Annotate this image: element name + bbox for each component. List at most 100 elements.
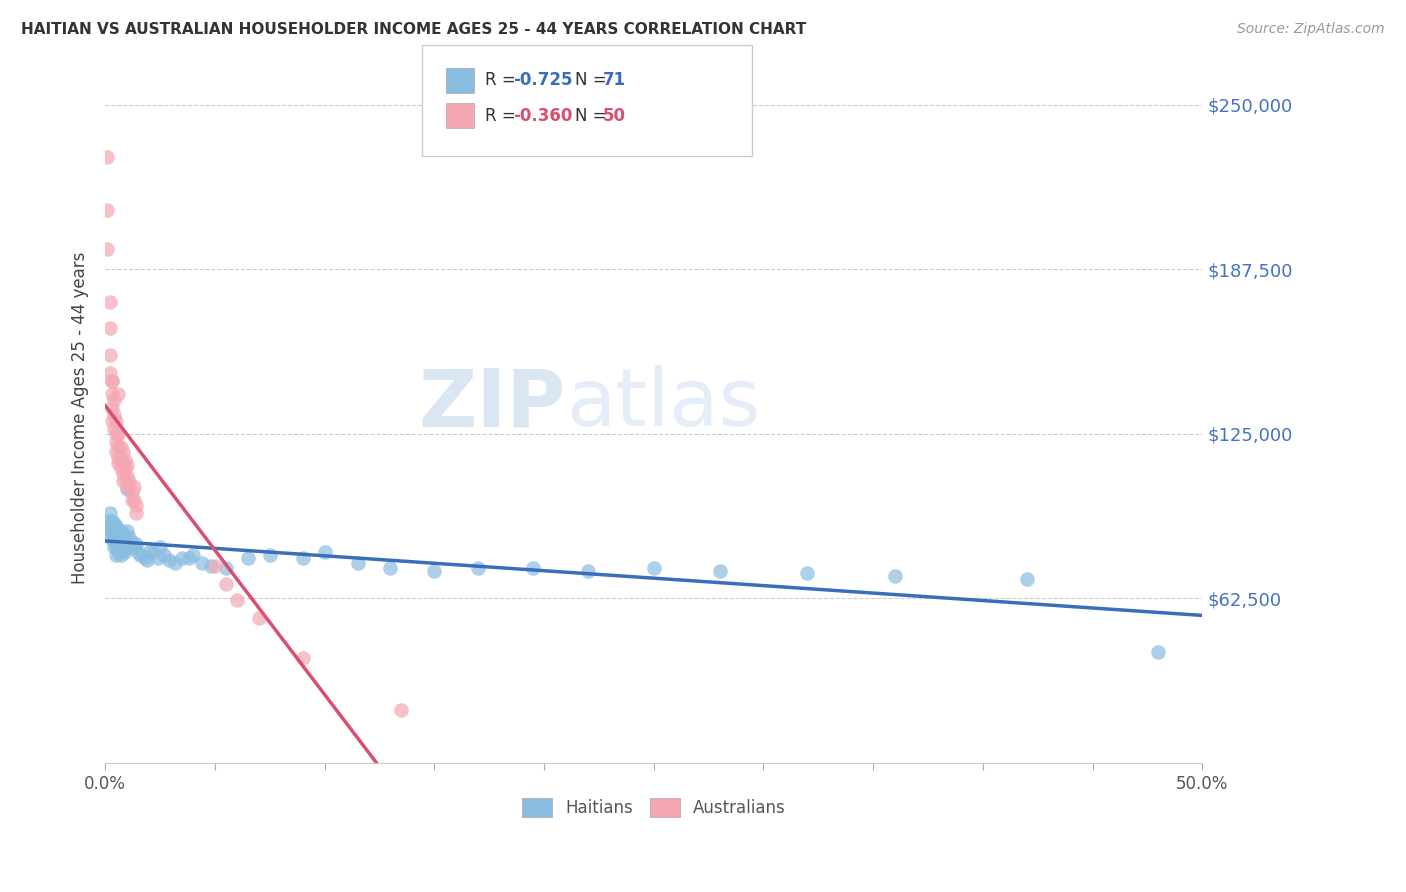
Point (101, 524, 124, 539)
Point (114, 453, 136, 467)
Point (101, 533, 124, 547)
Point (314, 545, 336, 559)
Point (98, 506, 121, 520)
Text: -0.360: -0.360 (513, 107, 572, 125)
Point (111, 475, 134, 489)
Point (115, 458, 138, 473)
Point (96, 202, 118, 217)
Point (423, 564, 446, 578)
Point (181, 548, 204, 562)
Point (107, 530, 129, 544)
Point (105, 527, 128, 541)
Point (115, 482, 138, 496)
Point (110, 548, 132, 562)
Point (110, 440, 132, 454)
Point (165, 556, 187, 570)
Text: N =: N = (575, 71, 612, 89)
Point (114, 545, 136, 559)
Point (110, 540, 132, 554)
Point (170, 550, 193, 565)
Point (103, 516, 125, 531)
Point (122, 479, 145, 493)
Point (115, 479, 138, 493)
Point (96, 150, 118, 164)
Point (105, 414, 128, 428)
Point (118, 530, 141, 544)
Point (346, 556, 368, 570)
Point (1015, 572, 1038, 586)
Point (107, 537, 129, 551)
Text: N =: N = (575, 107, 612, 125)
Point (225, 592, 247, 607)
Point (389, 703, 412, 717)
Point (115, 524, 138, 539)
Point (111, 527, 134, 541)
Text: 50: 50 (603, 107, 626, 125)
Point (105, 540, 128, 554)
Point (98, 519, 121, 533)
Point (107, 450, 129, 465)
Point (114, 472, 136, 486)
Point (121, 534, 143, 549)
Text: HAITIAN VS AUSTRALIAN HOUSEHOLDER INCOME AGES 25 - 44 YEARS CORRELATION CHART: HAITIAN VS AUSTRALIAN HOUSEHOLDER INCOME… (21, 22, 806, 37)
Point (142, 545, 165, 559)
Point (134, 550, 156, 565)
Text: R =: R = (485, 71, 522, 89)
Point (101, 414, 124, 428)
Point (111, 467, 134, 481)
Point (105, 445, 128, 459)
Point (236, 550, 259, 565)
Text: Source: ZipAtlas.com: Source: ZipAtlas.com (1237, 22, 1385, 37)
Point (105, 548, 128, 562)
Point (177, 550, 200, 565)
Point (110, 533, 132, 547)
Point (204, 558, 226, 573)
Point (111, 445, 134, 459)
Point (149, 540, 172, 554)
Point (101, 401, 124, 415)
Point (576, 564, 599, 578)
Text: ZIP: ZIP (419, 365, 567, 443)
Point (101, 374, 124, 388)
Point (111, 542, 134, 557)
Point (121, 492, 143, 507)
Point (101, 514, 124, 528)
Point (138, 545, 160, 559)
Point (146, 550, 169, 565)
Point (111, 456, 134, 470)
Point (467, 561, 489, 575)
Legend: Haitians, Australians: Haitians, Australians (515, 792, 793, 824)
Point (122, 540, 145, 554)
Point (125, 506, 148, 520)
Point (125, 498, 148, 512)
Point (98, 366, 121, 380)
Text: 71: 71 (603, 71, 626, 89)
Point (105, 534, 128, 549)
Point (96, 522, 118, 536)
Point (101, 387, 124, 401)
Point (105, 434, 128, 449)
Point (114, 537, 136, 551)
Point (98, 348, 121, 362)
Point (1147, 645, 1170, 659)
Point (101, 374, 124, 388)
Point (122, 492, 145, 507)
Point (380, 561, 402, 575)
Text: R =: R = (485, 107, 522, 125)
Point (110, 461, 132, 475)
Point (522, 561, 544, 575)
Text: atlas: atlas (567, 365, 761, 443)
Point (127, 545, 149, 559)
Point (157, 553, 180, 567)
Point (247, 611, 270, 625)
Y-axis label: Householder Income Ages 25 - 44 years: Householder Income Ages 25 - 44 years (72, 252, 89, 584)
Point (105, 426, 128, 441)
Point (98, 295, 121, 310)
Point (291, 650, 314, 665)
Point (796, 566, 818, 581)
Point (129, 548, 152, 562)
Point (215, 561, 238, 575)
Point (110, 453, 132, 467)
Point (107, 545, 129, 559)
Point (107, 522, 129, 536)
